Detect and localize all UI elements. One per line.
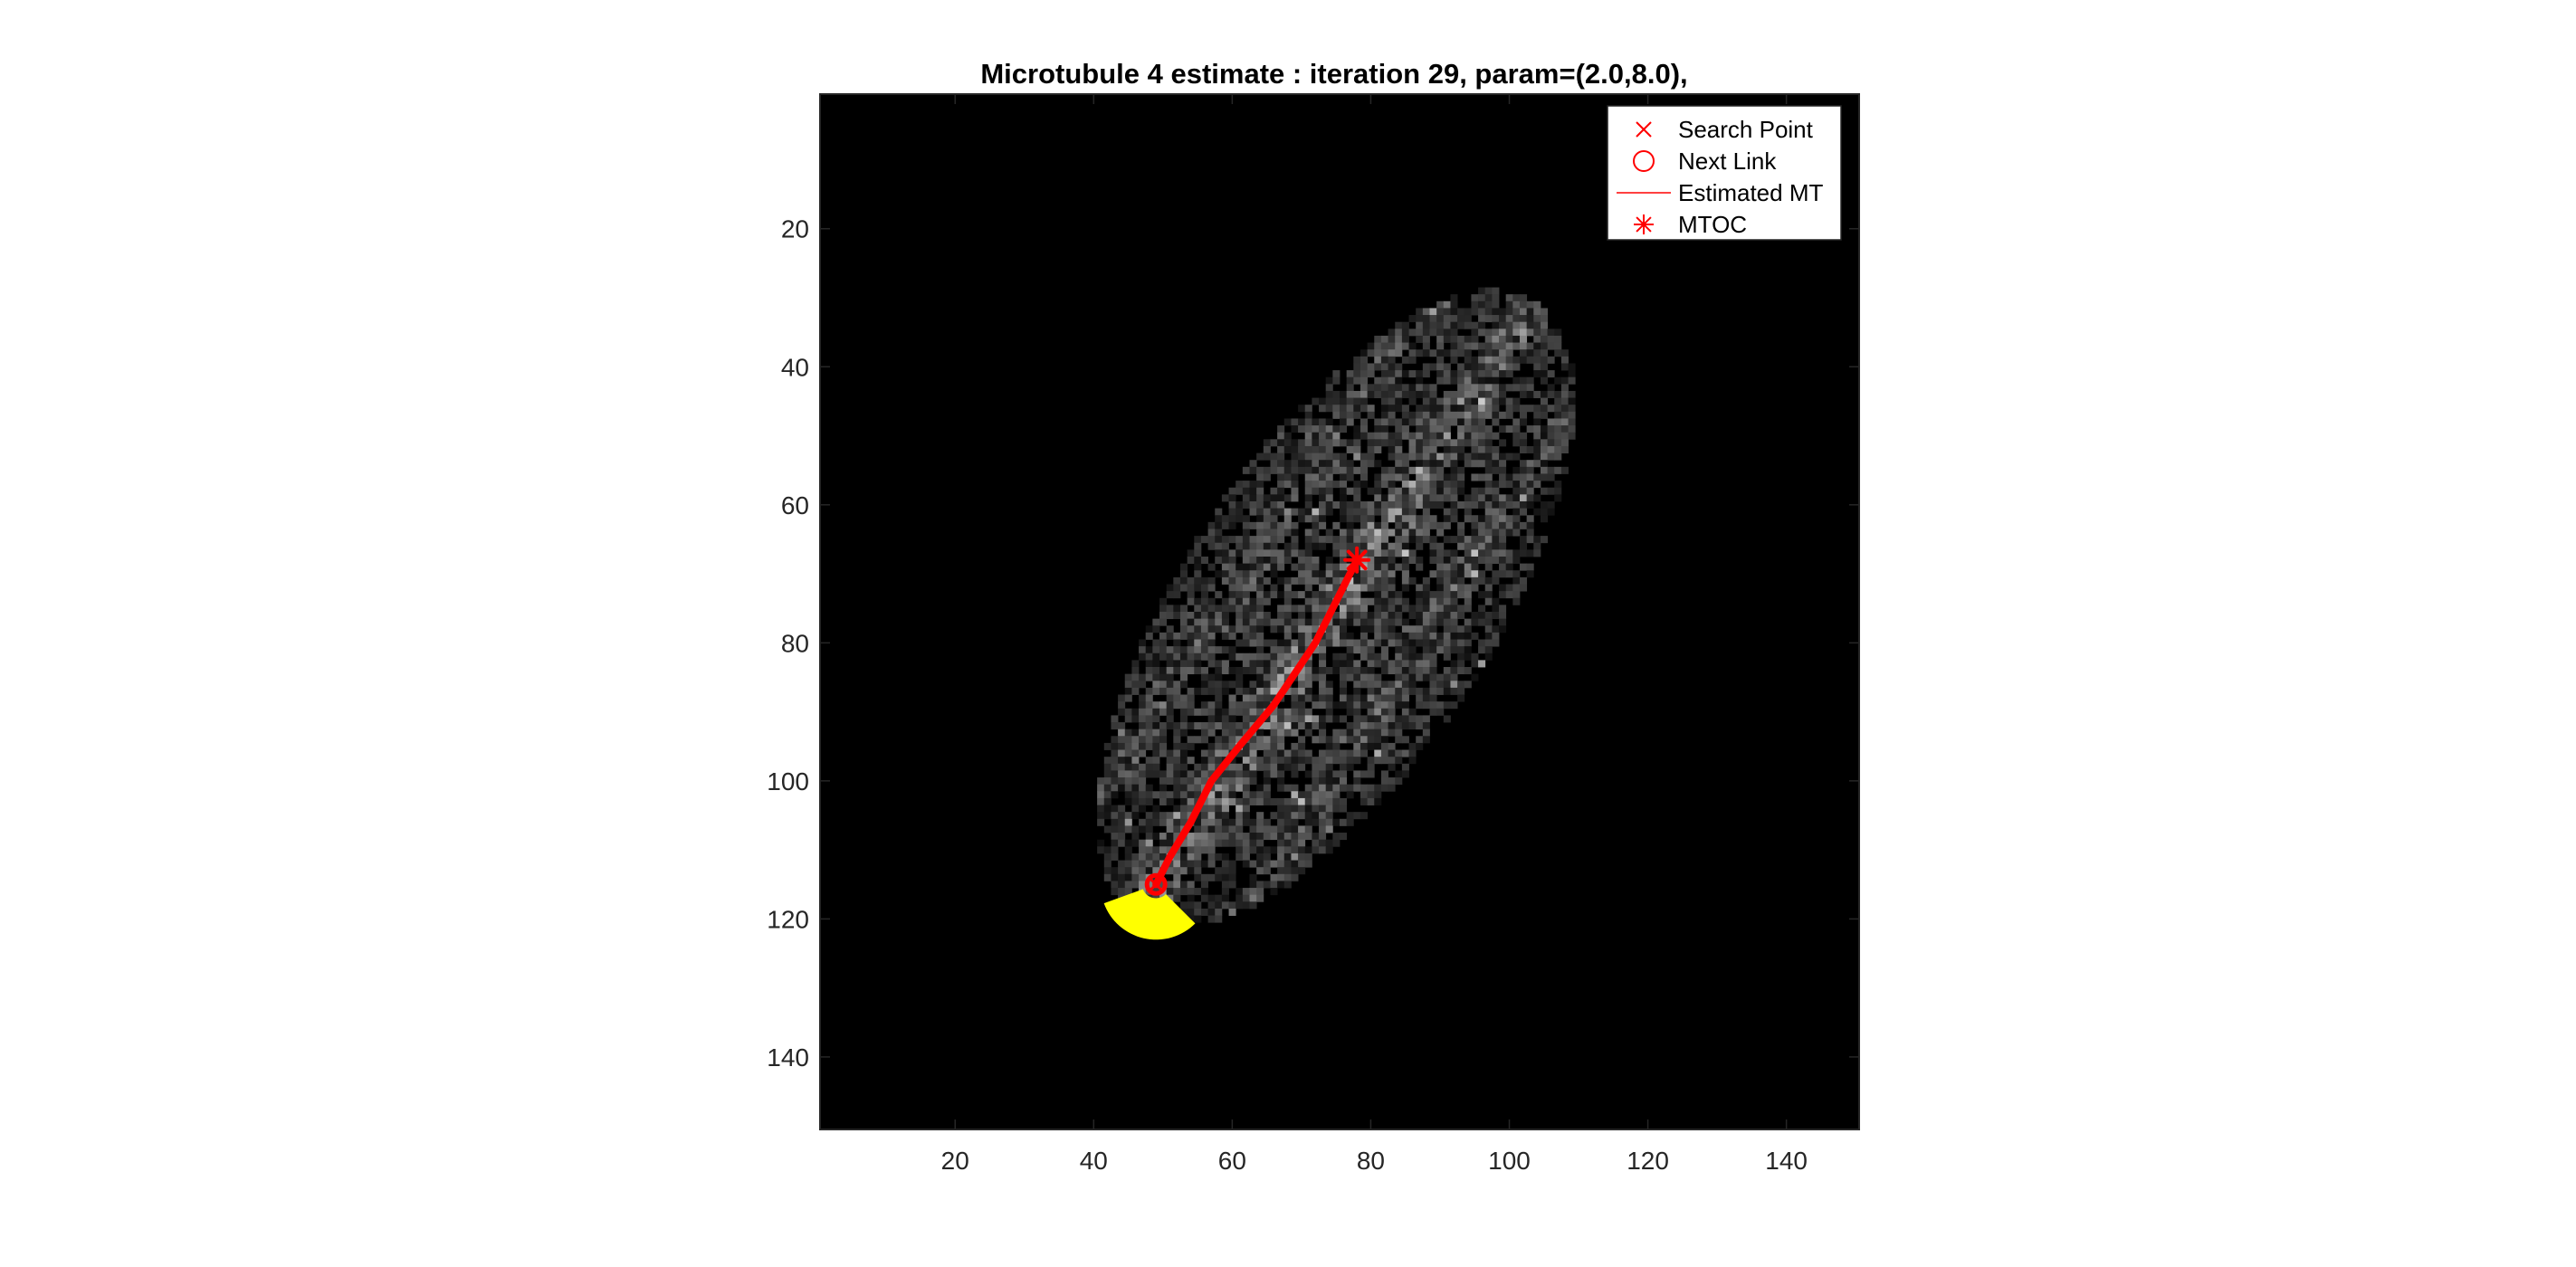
next-link-marker [1144, 872, 1168, 896]
cell-fluorescence-image [1097, 287, 1576, 923]
y-axis-ticks: 20 40 60 80 100 120 140 [767, 215, 1859, 1072]
y-tick-label: 100 [767, 767, 809, 795]
y-tick-label: 140 [767, 1043, 809, 1072]
legend: Search Point Next Link Estimated MT MTOC [1607, 105, 1842, 241]
x-tick-label: 40 [1080, 1147, 1108, 1175]
x-tick-label: 120 [1627, 1147, 1669, 1175]
x-tick-label: 140 [1765, 1147, 1808, 1175]
legend-entry: Next Link [1633, 148, 1777, 175]
legend-label: Estimated MT [1678, 179, 1823, 206]
legend-label: Next Link [1678, 148, 1777, 175]
y-tick-label: 40 [781, 353, 809, 381]
marker-layer [1144, 546, 1371, 896]
y-tick-label: 80 [781, 629, 809, 657]
estimated-mt-layer [1152, 556, 1361, 889]
legend-box [1607, 105, 1842, 241]
estimated-mt-line [1152, 556, 1361, 889]
legend-entry: Estimated MT [1617, 179, 1823, 206]
search-region-layer [1103, 889, 1196, 940]
x-tick-label: 60 [1218, 1147, 1246, 1175]
legend-entry: MTOC [1634, 211, 1747, 238]
x-tick-label: 100 [1488, 1147, 1531, 1175]
legend-symbol-asterisk [1634, 214, 1654, 234]
search-point-marker [1150, 878, 1163, 891]
legend-symbol-o [1633, 150, 1655, 172]
y-tick-label: 120 [767, 905, 809, 933]
x-tick-label: 20 [941, 1147, 969, 1175]
legend-symbol-x [1636, 121, 1652, 138]
search-region-sector [1103, 889, 1196, 940]
chart-title: Microtubule 4 estimate : iteration 29, p… [980, 58, 1687, 90]
y-tick-label: 20 [781, 215, 809, 243]
x-axis-ticks: 20 40 60 80 100 120 140 [941, 94, 1808, 1175]
legend-entry: Search Point [1636, 116, 1814, 143]
x-tick-label: 80 [1357, 1147, 1385, 1175]
legend-label: Search Point [1678, 116, 1814, 143]
axes-frame [819, 93, 1860, 1130]
mtoc-marker [1343, 546, 1371, 574]
y-tick-label: 60 [781, 491, 809, 519]
legend-label: MTOC [1678, 211, 1747, 238]
